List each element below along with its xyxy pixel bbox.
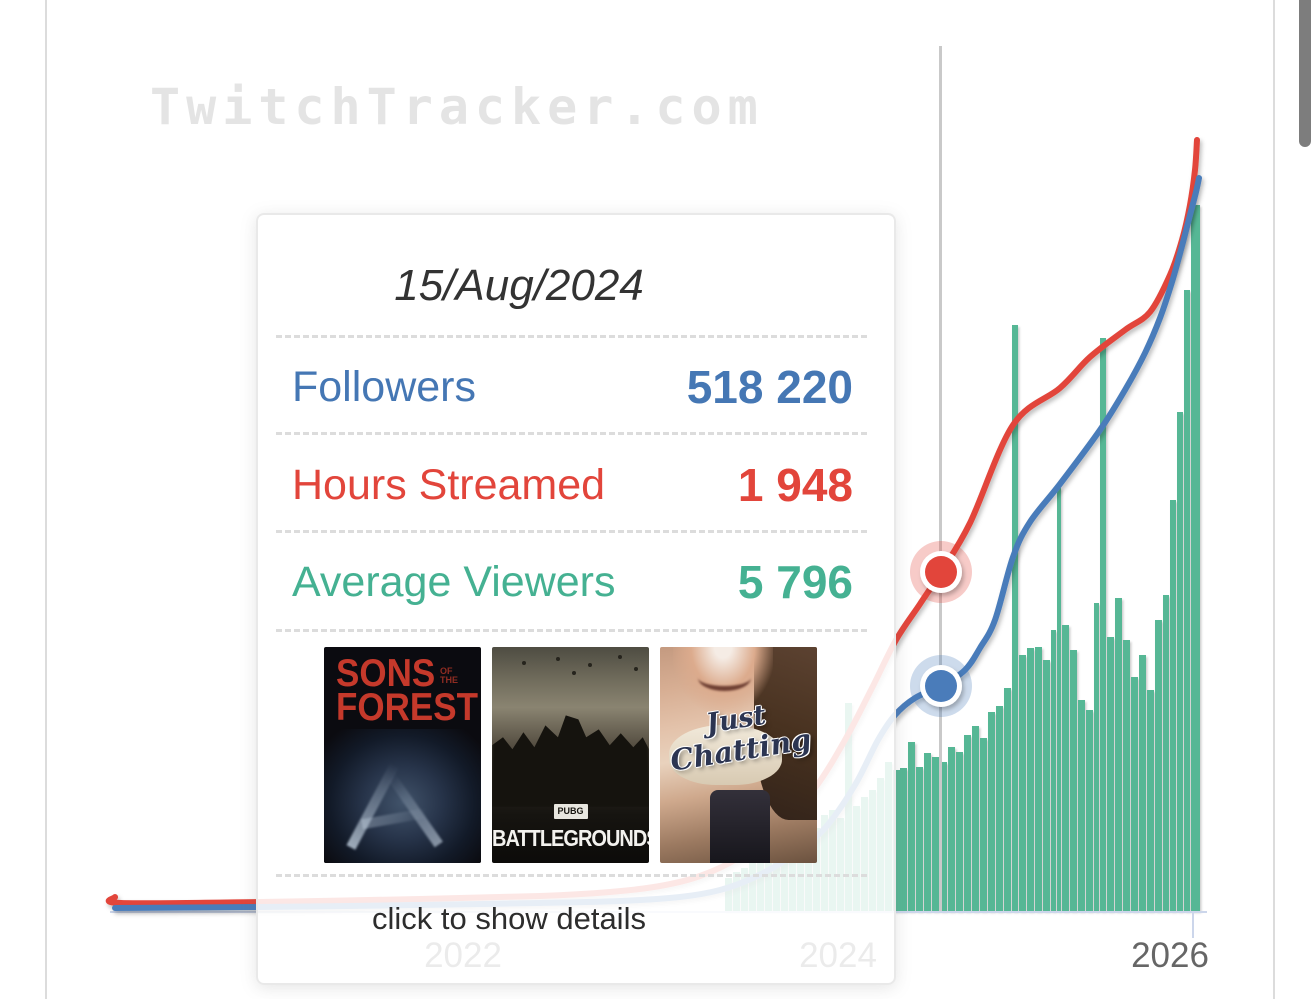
thumbnail-sons-of-the-forest[interactable]: SONS OF THE FOREST <box>324 647 481 863</box>
tooltip-divider <box>276 874 867 877</box>
tooltip-divider <box>276 432 867 435</box>
page-left-border <box>45 0 47 999</box>
pubg-parachutes <box>522 661 526 665</box>
sof-title-line1: SONS <box>336 652 436 695</box>
pubg-crowd-silhouette <box>492 715 649 807</box>
page-right-border <box>1273 0 1275 999</box>
thumbnail-just-chatting[interactable]: Just Chatting <box>660 647 817 863</box>
hours-streamed-value: 1 948 <box>737 459 853 511</box>
pubg-title: BATTLEGROUNDS <box>492 826 649 852</box>
sof-title-small: OF THE <box>440 666 458 685</box>
tooltip-divider <box>276 629 867 632</box>
average-viewers-value: 5 796 <box>737 556 853 608</box>
tooltip-date: 15/Aug/2024 <box>394 261 644 310</box>
x-axis-label: 2026 <box>1131 936 1209 975</box>
tooltip-divider <box>276 335 867 338</box>
followers-marker[interactable] <box>910 655 972 717</box>
average-viewers-label: Average Viewers <box>292 557 616 606</box>
tooltip-footer-hint: click to show details <box>372 901 646 936</box>
jc-microphone <box>710 789 770 863</box>
jc-mouth <box>697 664 752 691</box>
twitchtracker-watermark: TwitchTracker.com <box>150 78 764 136</box>
hours-streamed-label: Hours Streamed <box>292 460 606 509</box>
followers-row: Followers 518 220 <box>292 356 853 418</box>
followers-label: Followers <box>292 362 476 411</box>
hours-streamed-marker[interactable] <box>910 541 972 603</box>
vertical-scrollbar-thumb[interactable] <box>1299 0 1311 147</box>
game-thumbnails: SONS OF THE FOREST PUBG BATTLEGROUNDS Ju… <box>324 647 817 863</box>
tooltip-divider <box>276 530 867 533</box>
chart-tooltip[interactable]: 15/Aug/2024 Followers 518 220 Hours Stre… <box>256 213 896 985</box>
sof-title-line2: FOREST <box>336 686 478 729</box>
sons-of-the-forest-artwork <box>324 729 481 863</box>
jc-mug <box>669 724 783 786</box>
pubg-logo: PUBG <box>553 804 588 819</box>
thumbnail-pubg-battlegrounds[interactable]: PUBG BATTLEGROUNDS <box>492 647 649 863</box>
followers-value: 518 220 <box>686 361 853 413</box>
average-viewers-row: Average Viewers 5 796 <box>292 551 853 613</box>
hours-streamed-row: Hours Streamed 1 948 <box>292 454 853 516</box>
